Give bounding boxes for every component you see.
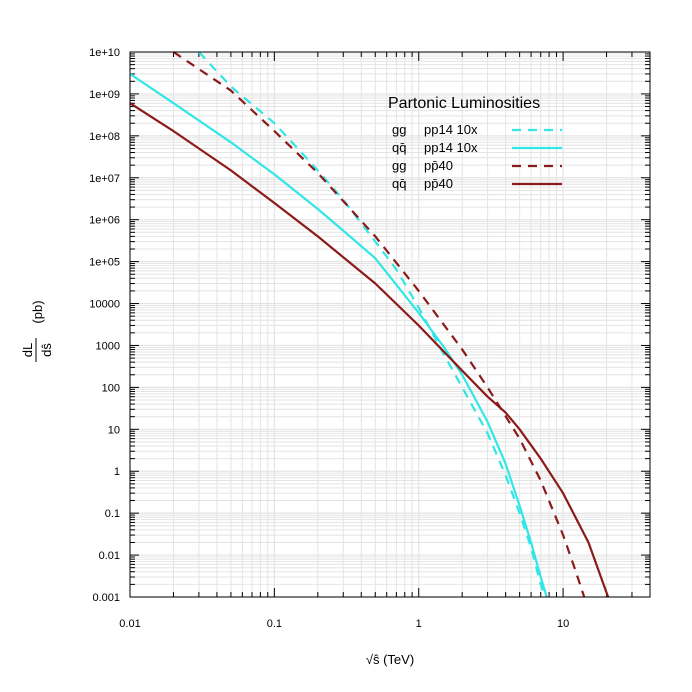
series-line-gg-pp-40 <box>172 51 586 598</box>
legend-entry-beam: pp̄40 <box>424 176 453 191</box>
series-line-qq-pp14-10x <box>129 72 548 598</box>
legend-entry-parton: qq̄ <box>392 140 406 155</box>
y-tick-label: 1 <box>114 466 120 478</box>
x-tick-label: 1 <box>416 618 422 630</box>
y-tick-label: 10000 <box>89 299 120 311</box>
legend-entry-parton: qq̄ <box>392 176 406 191</box>
y-tick-label: 0.001 <box>92 592 120 604</box>
tick-labels: 0.01 0.1 1 10 0.001 0.01 0.1 1 10 100 1000 10000 1e+… <box>89 47 569 630</box>
legend-entry-beam: pp̄40 <box>424 158 453 173</box>
series-lines <box>129 51 610 598</box>
x-axis-title: √ŝ (TeV) <box>366 652 414 667</box>
y-axis-title-denominator: dŝ <box>39 343 54 357</box>
legend-entry-beam: pp14 10x <box>424 140 478 155</box>
y-tick-label: 0.01 <box>99 550 120 562</box>
y-tick-label: 1000 <box>96 340 120 352</box>
legend: Partonic Luminosities gg pp14 10x qq̄ pp14 … <box>388 95 562 191</box>
legend-title: Partonic Luminosities <box>388 95 540 112</box>
x-tick-label: 0.01 <box>119 618 140 630</box>
y-axis-title-unit: (pb) <box>30 300 45 323</box>
x-tick-label: 10 <box>557 618 569 630</box>
grid <box>129 51 651 598</box>
y-tick-label: 1e+05 <box>89 257 120 269</box>
y-tick-label: 1e+10 <box>89 47 120 59</box>
legend-entry-beam: pp14 10x <box>424 122 478 137</box>
series-line-gg-pp14-10x <box>198 51 547 598</box>
y-tick-label: 0.1 <box>105 508 120 520</box>
y-axis-title-numerator: dL <box>20 343 35 357</box>
x-tick-label: 0.1 <box>267 618 282 630</box>
plot-frame <box>129 51 651 598</box>
y-tick-label: 1e+08 <box>89 131 120 143</box>
y-tick-label: 10 <box>108 424 120 436</box>
y-tick-label: 1e+07 <box>89 173 120 185</box>
y-tick-label: 1e+09 <box>89 89 120 101</box>
legend-entry-parton: gg <box>392 122 406 137</box>
y-tick-label: 1e+06 <box>89 215 120 227</box>
y-axis-title: dL dŝ (pb) <box>20 300 54 362</box>
y-tick-label: 100 <box>102 382 120 394</box>
series-line-qq-pp-40 <box>129 102 610 598</box>
legend-entry-parton: gg <box>392 158 406 173</box>
axis-ticks <box>129 51 651 598</box>
